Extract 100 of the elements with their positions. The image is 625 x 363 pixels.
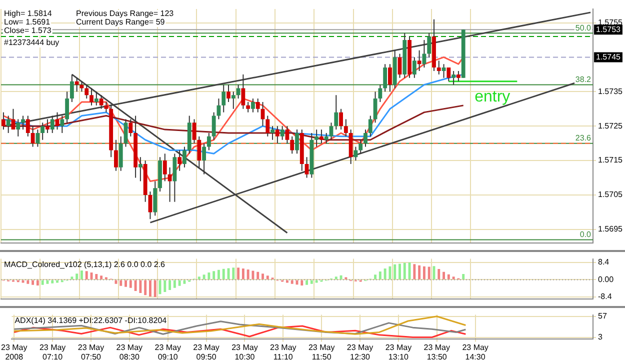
candlestick [197,136,202,168]
bar [290,280,294,284]
y-tick-label: 1.5715 [598,156,624,165]
candlestick [30,126,35,148]
bar [95,274,98,280]
bar [398,264,401,280]
candlestick [1,112,6,130]
candlestick [55,112,60,130]
x-tick-label: 23 May 07:50 [78,342,104,362]
candlestick [378,84,382,102]
candlestick [104,101,108,113]
y-tick-label: 1.5735 [598,86,624,96]
bar [212,271,216,280]
y-tick-label: 1.5695 [598,224,624,234]
annotation: Current Days Range= 59 [76,18,166,27]
bar [246,269,250,280]
candlestick [16,118,20,137]
candlestick [212,112,216,140]
candlestick [216,98,221,120]
bar [202,274,206,280]
x-tick-label: 23 May 11:50 [308,342,335,362]
candlestick [452,70,456,86]
candlestick [11,108,16,130]
x-tick-label: 23 May 08:30 [116,342,143,362]
bar [374,274,377,280]
bar [22,280,24,283]
candlestick [285,126,290,144]
y-tick-label: 8.4 [598,258,610,267]
candlestick [456,70,460,82]
bar [242,268,244,280]
candlestick [436,60,441,75]
candlestick [65,91,70,124]
bar [310,280,313,284]
bar [144,280,147,296]
bar [340,275,342,280]
candlestick [21,115,25,130]
annotation: Low= 1.5691 [4,18,51,27]
bar [100,276,103,280]
bar [403,262,406,280]
bar [408,262,411,280]
x-tick-label: 23 May 2008 [1,342,28,362]
candlestick [398,53,402,78]
annotation: 23.6 [575,134,592,143]
candlestick [383,64,388,92]
candlestick [241,74,246,110]
y-tick-label: 0.00 [598,274,614,284]
candlestick [270,126,274,140]
bar [70,276,74,280]
candlestick [344,118,348,137]
bar [46,280,49,284]
candlestick [334,94,338,130]
annotation: entry [474,88,510,106]
candlestick [26,115,30,137]
chart-title: ADX(14) 34.1369 +DI:22.6307 -DI:10.8204 [14,316,168,326]
x-tick-label: 23 May 10:30 [232,342,258,362]
candlestick [290,136,294,154]
ref-line-label: #12373444 buy [4,38,60,47]
candlestick [168,166,172,202]
bar [378,272,382,280]
candlestick [6,115,10,134]
candlestick [222,84,226,113]
candlestick [329,122,334,140]
candlestick [124,118,128,148]
bar [388,266,392,280]
bar [256,272,260,280]
candlestick [266,115,270,137]
candlestick [74,77,79,92]
ref-line-label: 1.5753 [596,24,622,34]
bar [447,274,450,280]
candlestick [178,150,182,172]
candlestick [256,98,260,113]
candlestick [46,118,50,134]
bar [315,280,318,283]
bar [129,280,132,288]
bar [173,280,176,288]
candlestick [114,139,118,172]
candlestick [50,115,54,134]
candlestick [388,64,392,92]
candlestick [231,91,236,110]
bar [183,280,186,284]
bar [334,276,338,280]
bar [266,276,269,280]
bar [232,268,235,280]
bar [208,272,210,280]
candlestick [354,146,358,162]
bar [222,268,225,280]
bar [32,280,34,285]
candlestick [295,129,299,154]
candlestick [412,56,416,78]
bar [134,280,137,291]
bar [286,280,288,283]
bar [76,274,78,280]
bar [237,268,240,280]
bar [178,280,181,286]
bar [164,280,166,292]
candlestick [427,32,432,58]
bar [154,280,156,297]
annotation: 38.2 [575,74,592,84]
x-tick-label: 23 May 09:50 [193,342,220,362]
bar [462,274,465,280]
